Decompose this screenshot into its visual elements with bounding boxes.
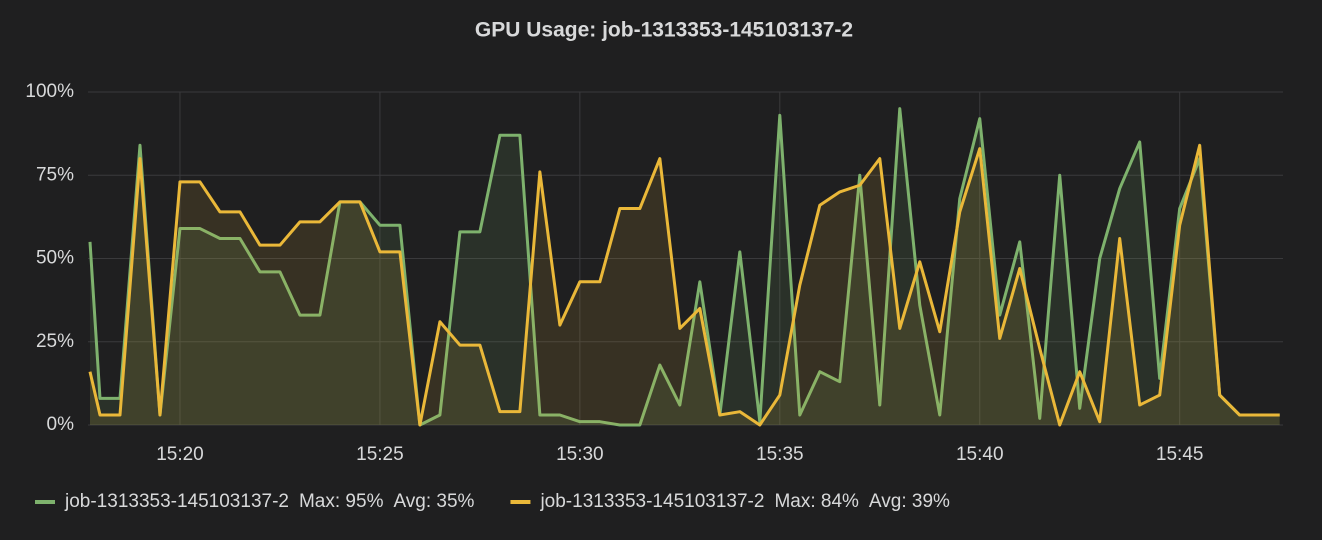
- x-tick-label: 15:25: [356, 444, 404, 465]
- x-tick-label: 15:45: [1156, 444, 1204, 465]
- chart-title: GPU Usage: job-1313353-145103137-2: [475, 19, 853, 42]
- legend-max: Max: 84%: [774, 491, 859, 512]
- legend-avg: Avg: 39%: [869, 491, 950, 512]
- legend-avg: Avg: 35%: [393, 491, 474, 512]
- legend-label: job-1313353-145103137-2: [64, 491, 289, 512]
- y-tick-label: 25%: [36, 331, 74, 352]
- legend-max: Max: 95%: [299, 491, 384, 512]
- y-tick-label: 100%: [25, 81, 74, 102]
- series-line: [88, 143, 1280, 427]
- x-tick-label: 15:35: [756, 444, 804, 465]
- area-fill: [89, 108, 1280, 426]
- legend-item: job-1313353-145103137-2 Max: 84% Avg: 39%: [510, 491, 950, 512]
- series-line: [88, 107, 1280, 427]
- x-tick-label: 15:30: [556, 444, 604, 465]
- y-tick-label: 75%: [36, 164, 74, 185]
- x-tick-label: 15:20: [156, 444, 204, 465]
- y-tick-label: 0%: [47, 414, 75, 435]
- legend-item: job-1313353-145103137-2 Max: 95% Avg: 35%: [35, 491, 475, 512]
- x-tick-label: 15:40: [956, 444, 1004, 465]
- y-tick-label: 50%: [36, 248, 74, 269]
- legend-label: job-1313353-145103137-2: [539, 491, 764, 512]
- area-fill: [89, 145, 1280, 425]
